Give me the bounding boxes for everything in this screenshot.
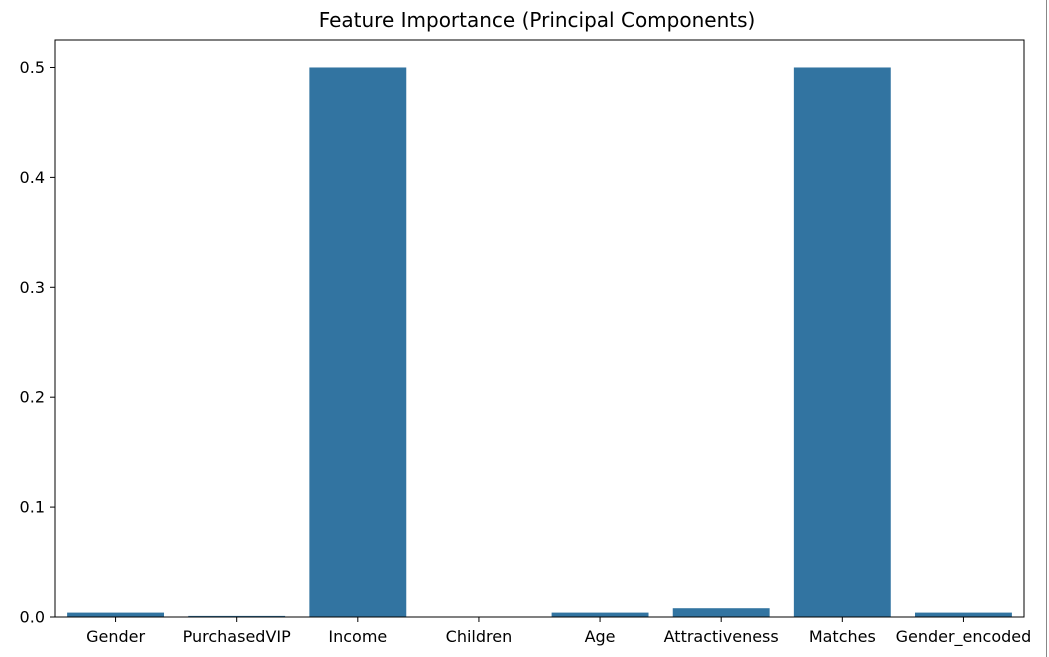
bars-layer xyxy=(67,67,1012,618)
y-tick-label: 0.1 xyxy=(20,498,45,517)
y-axis: 0.0 0.1 0.2 0.3 0.4 0.5 xyxy=(20,58,55,627)
x-tick-label: PurchasedVIP xyxy=(183,627,291,646)
plot-frame xyxy=(54,39,1025,618)
bar-gender xyxy=(67,612,165,617)
x-tick-label: Children xyxy=(446,627,513,646)
x-tick-label: Gender_encoded xyxy=(896,627,1032,647)
bar-purchasedvip xyxy=(188,615,286,617)
bar-matches xyxy=(793,67,891,618)
x-tick-label: Income xyxy=(328,627,387,646)
x-tick-label: Gender xyxy=(86,627,145,646)
x-tick-label: Attractiveness xyxy=(664,627,779,646)
y-tick-label: 0.3 xyxy=(20,278,45,297)
x-tick-label: Age xyxy=(585,627,616,646)
bar-age xyxy=(551,612,649,617)
y-tick-label: 0.0 xyxy=(20,608,45,627)
y-tick-label: 0.2 xyxy=(20,388,45,407)
bar-attractiveness xyxy=(672,608,770,617)
x-axis: Gender PurchasedVIP Income Children Age Attra… xyxy=(86,617,1031,647)
y-tick-label: 0.4 xyxy=(20,168,45,187)
panel-divider xyxy=(1046,0,1047,657)
y-tick-label: 0.5 xyxy=(20,58,45,77)
bar-gender-encoded xyxy=(914,612,1012,617)
x-tick-label: Matches xyxy=(809,627,876,646)
chart-title: Feature Importance (Principal Components… xyxy=(319,8,756,32)
bar-income xyxy=(309,67,407,618)
